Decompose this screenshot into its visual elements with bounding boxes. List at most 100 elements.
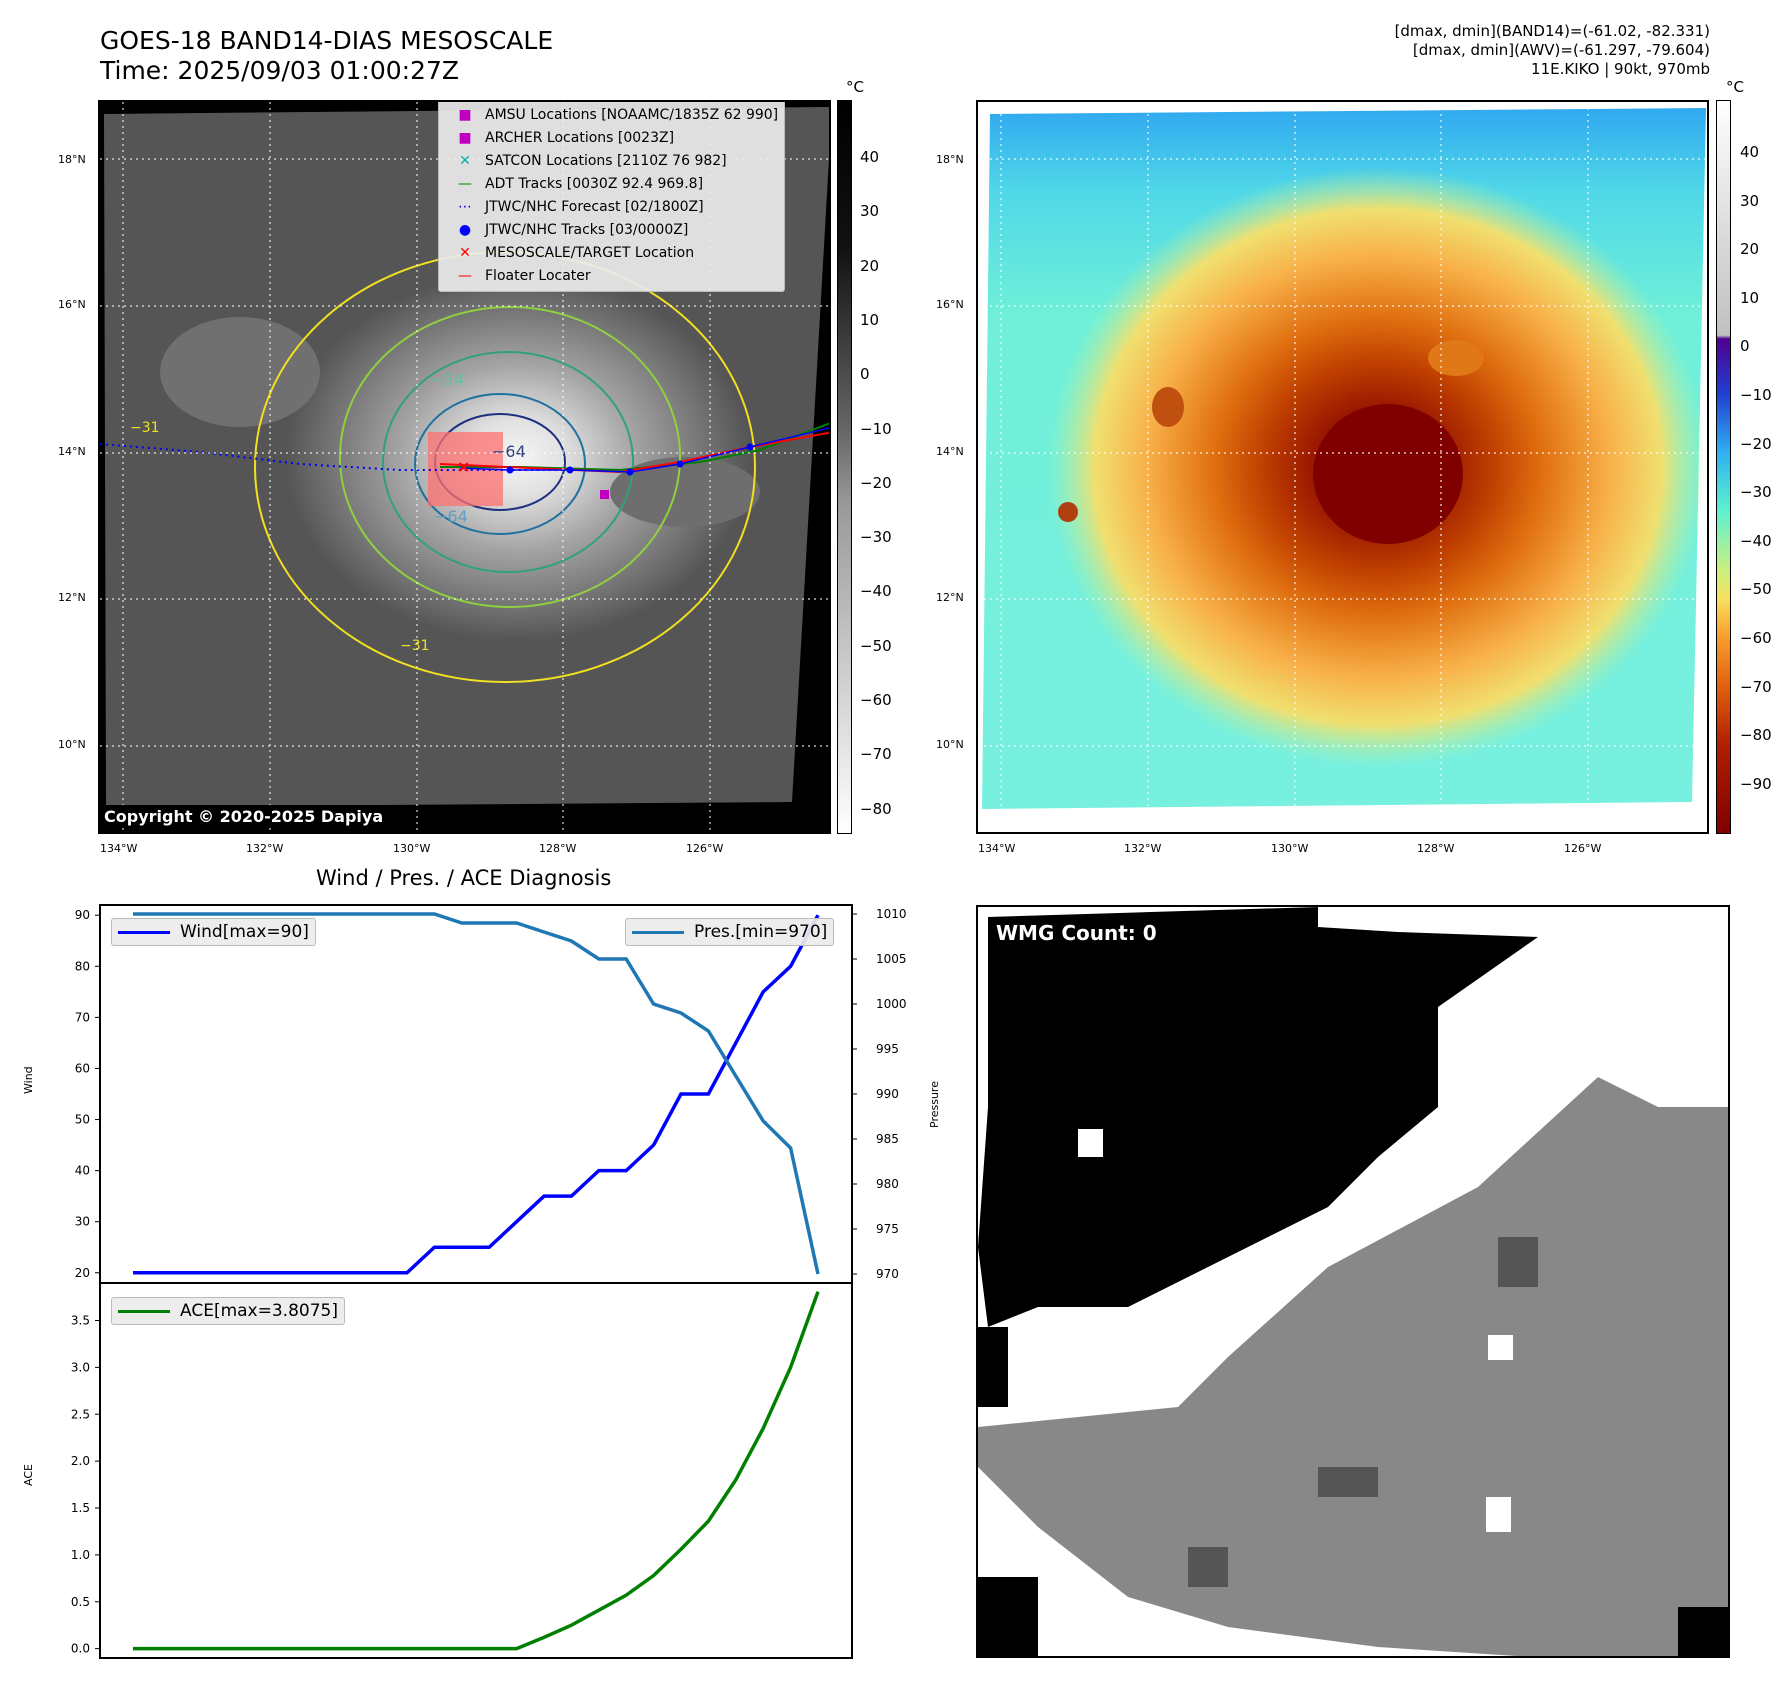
ace-tick-label: 1.0 [71, 1548, 90, 1562]
lon-label: 130°W [393, 842, 431, 855]
dotted-line-icon: ⋯ [458, 198, 472, 215]
color-ir-svg [978, 102, 1707, 832]
lon-label: 128°W [539, 842, 577, 855]
colorbar-tick-label: 0 [860, 365, 870, 384]
ace-tick-label: 0.0 [71, 1642, 90, 1656]
legend-item: ■ AMSU Locations [NOAAMC/1835Z 62 990] [445, 103, 778, 126]
legend-item: ✕ SATCON Locations [2110Z 76 982] [445, 149, 778, 172]
legend-item: ● JTWC/NHC Tracks [03/0000Z] [445, 218, 778, 241]
map-legend: ■ AMSU Locations [NOAAMC/1835Z 62 990] ■ A… [438, 102, 786, 292]
wind-tick-label: 20 [75, 1266, 90, 1280]
lat-label: 10°N [936, 738, 964, 751]
archer-marker [830, 407, 831, 416]
wind-line [133, 914, 820, 1275]
square-marker-icon: ■ [458, 129, 472, 146]
wmg-count-badge: WMG Count: 0 [988, 917, 1165, 949]
wind-axis-label: Wind [22, 1066, 35, 1094]
lon-label: 134°W [100, 842, 138, 855]
legend-line-icon [632, 930, 684, 934]
eye-wall [1313, 404, 1463, 544]
wind-tick-label: 50 [75, 1113, 90, 1127]
contour-label: −31 [400, 638, 430, 654]
dot-line-icon: ● [458, 221, 472, 238]
pressure-tick-label: 980 [876, 1177, 899, 1191]
colorbar-tick-label: 30 [860, 202, 880, 221]
chart-title: GOES-18 BAND14-DIAS MESOSCALE [100, 26, 554, 55]
colorbar-tick-label: −30 [860, 528, 892, 547]
pressure-tick-label: 970 [876, 1267, 899, 1281]
legend-item: — ADT Tracks [0030Z 92.4 969.8] [445, 172, 778, 195]
line-marker-icon: — [458, 175, 472, 192]
wind-tick-label: 40 [75, 1164, 90, 1178]
lon-label: 134°W [978, 842, 1016, 855]
wmg-black-cell [1678, 1607, 1728, 1656]
legend-line-icon [118, 930, 170, 934]
legend-line-icon [118, 1309, 170, 1313]
contour-label: −31 [130, 420, 160, 436]
best-track-points [506, 443, 754, 476]
lon-label: 126°W [1564, 842, 1602, 855]
lat-label: 12°N [936, 591, 964, 604]
pres-legend: Pres.[min=970] [625, 918, 835, 946]
pressure-tick-label: 1000 [876, 997, 907, 1011]
colorbar-tick-label: −40 [860, 582, 892, 601]
color-ir-map-panel [976, 100, 1709, 834]
wmg-black-cell [978, 1327, 1008, 1407]
legend-item: ✕ MESOSCALE/TARGET Location [445, 241, 778, 264]
colorbar-tick-label: −60 [860, 691, 892, 709]
chart-time: Time: 2025/09/03 01:00:27Z [100, 56, 459, 85]
lon-label: 132°W [1124, 842, 1162, 855]
wind-legend: Wind[max=90] [111, 918, 316, 946]
pressure-tick-label: 990 [876, 1087, 899, 1101]
wmg-white-cell [1488, 1335, 1513, 1360]
lat-label: 12°N [58, 591, 86, 604]
outer-band-west [160, 317, 320, 427]
pressure-axis-label: Pressure [928, 1081, 941, 1128]
colorbar-tick-label: −50 [860, 636, 892, 655]
colorbar-tick-label: −20 [860, 473, 892, 492]
lat-label: 14°N [58, 445, 86, 458]
contour-label: −64 [434, 507, 468, 526]
colorbar-tick-label: −20 [1740, 434, 1772, 453]
wind-tick-label: 80 [75, 959, 90, 973]
ace-tick-label: 3.5 [71, 1314, 90, 1328]
colorbar-tick-label: 20 [860, 256, 880, 275]
wmg-panel [976, 905, 1730, 1658]
colorbar-tick-label: −70 [860, 745, 892, 764]
wmg-white-cell [1078, 1129, 1103, 1157]
convective-cell [1058, 502, 1078, 522]
lat-label: 10°N [58, 738, 86, 751]
pressure-tick-label: 1010 [876, 907, 907, 921]
ace-plot-frame [99, 1282, 853, 1659]
contour-label: −54 [430, 370, 464, 389]
legend-item: ■ ARCHER Locations [0023Z] [445, 126, 778, 149]
wind-tick-label: 70 [75, 1010, 90, 1024]
info-band14: [dmax, dmin](BAND14)=(-61.02, -82.331) [1394, 22, 1710, 40]
colorbar-unit: °C [846, 78, 864, 96]
wind-tick-label: 30 [75, 1215, 90, 1229]
lon-label: 126°W [686, 842, 724, 855]
wmg-white-cell [1486, 1497, 1511, 1532]
lon-label: 128°W [1417, 842, 1455, 855]
diagnosis-title: Wind / Pres. / ACE Diagnosis [316, 866, 612, 890]
contour-minus-54 [382, 351, 634, 573]
colorbar-tick-label: −30 [1740, 483, 1772, 502]
ace-legend: ACE[max=3.8075] [111, 1297, 345, 1325]
contour-minus-64 [414, 393, 586, 535]
lat-label: 14°N [936, 445, 964, 458]
lon-label: 132°W [246, 842, 284, 855]
line-marker-icon: — [458, 267, 472, 284]
grey-colorbar [837, 100, 852, 834]
legend-item: — Floater Locater [445, 264, 778, 287]
colorbar-tick-label: 20 [1740, 240, 1760, 259]
wind-tick-label: 90 [75, 908, 90, 922]
contour-label: −64 [492, 442, 526, 461]
colorbar-tick-label: 40 [860, 148, 880, 166]
colorbar-tick-label: 40 [1740, 143, 1760, 161]
wmg-dark-cell [1188, 1547, 1228, 1587]
colorbar-tick-label: 30 [1740, 191, 1760, 210]
info-awv: [dmax, dmin](AWV)=(-61.297, -79.604) [1412, 41, 1710, 59]
target-marker: × [457, 457, 470, 476]
pressure-tick-label: 985 [876, 1132, 899, 1146]
wind-plot-frame [99, 904, 853, 1284]
